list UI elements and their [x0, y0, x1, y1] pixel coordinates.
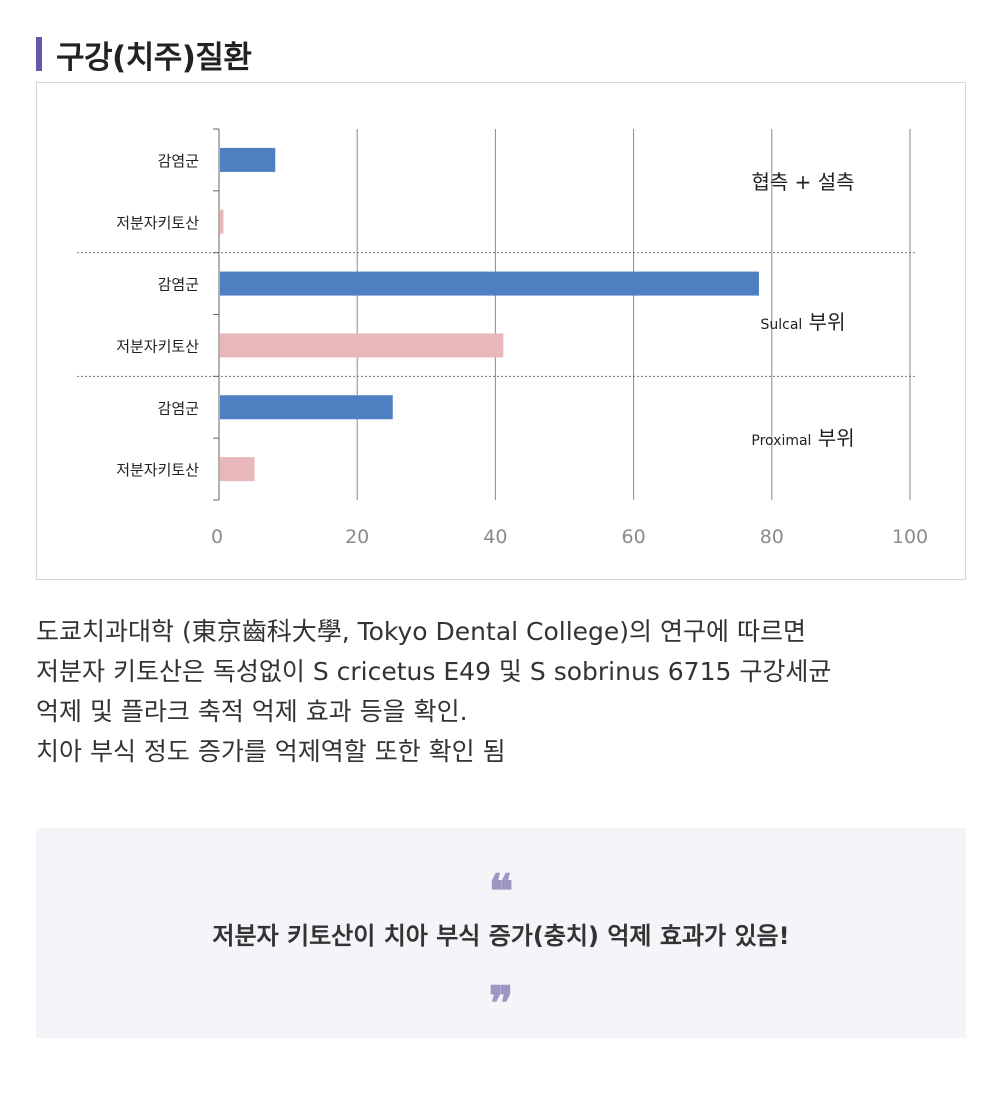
description: 도쿄치과대학 (東京齒科大學, Tokyo Dental College)의 연…	[36, 612, 966, 772]
section-title: 구강(치주)질환	[56, 39, 252, 76]
category-label: 저분자키토산	[116, 461, 199, 479]
bar	[220, 395, 393, 420]
section-heading: 구강(치주)질환	[36, 34, 252, 76]
group-label-part: Proximal	[751, 433, 811, 449]
group-label-part: 협측 + 설측	[751, 170, 854, 194]
open-quote-icon: ❝	[488, 864, 514, 918]
group-label: Sulcal 부위	[761, 310, 846, 334]
bar	[220, 271, 759, 296]
x-tick-label: 40	[483, 526, 507, 548]
chart-container: 감염군 저분자키토산 감염군 저분자키토산 감염군 저분자키토산 0 20 40 60 80 100 협…	[36, 82, 966, 580]
heading-accent-bar	[36, 37, 42, 71]
category-label: 감염군	[158, 152, 200, 170]
bar	[220, 209, 224, 234]
description-line: 저분자 키토산은 독성없이 S cricetus E49 및 S sobrinu…	[36, 657, 832, 686]
quote-box: ❝ 저분자 키토산이 치아 부식 증가(충치) 억제 효과가 있음! ❞	[36, 828, 966, 1038]
description-line: 치아 부식 정도 증가를 억제역할 또한 확인 됨	[36, 737, 506, 766]
group-label: Proximal 부위	[751, 426, 854, 450]
x-tick-label: 100	[892, 526, 928, 548]
category-label: 저분자키토산	[116, 214, 199, 232]
category-label: 감염군	[158, 276, 200, 294]
group-label: 협측 + 설측	[751, 170, 854, 194]
bar	[220, 333, 504, 358]
description-line: 도쿄치과대학 (東京齒科大學, Tokyo Dental College)의 연…	[36, 617, 806, 646]
x-tick-label: 20	[345, 526, 369, 548]
group-label-part: Sulcal	[761, 317, 803, 333]
x-tick-label: 60	[622, 526, 646, 548]
close-quote-icon: ❞	[488, 976, 514, 1030]
description-line: 억제 및 플라크 축적 억제 효과 등을 확인.	[36, 697, 468, 726]
x-tick-label: 80	[760, 526, 784, 548]
category-label: 저분자키토산	[116, 337, 199, 355]
category-label: 감염군	[158, 399, 200, 417]
quote-text: 저분자 키토산이 치아 부식 증가(충치) 억제 효과가 있음!	[212, 922, 790, 950]
x-tick-label: 0	[211, 526, 223, 548]
bar	[220, 147, 276, 172]
group-label-part: 부위	[802, 310, 845, 334]
group-label-part: 부위	[811, 426, 854, 450]
bar	[220, 457, 255, 482]
